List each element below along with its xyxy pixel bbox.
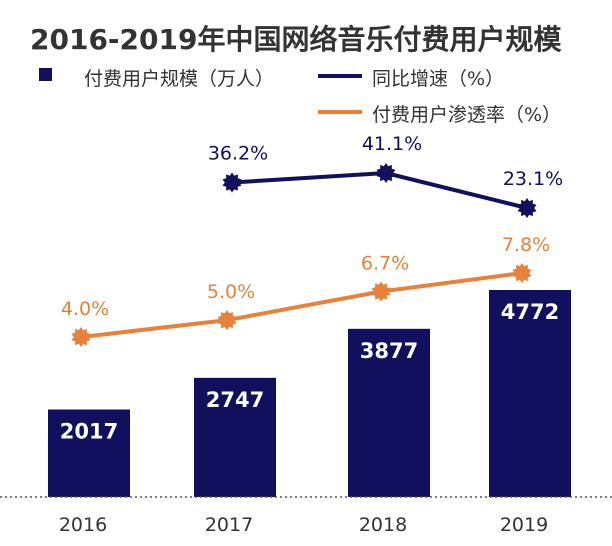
- x-tick-2016: 2016: [59, 514, 107, 536]
- growth-label-2018: 41.1%: [362, 133, 422, 155]
- growth-line: [231, 170, 528, 210]
- legend-growth-label: 同比增速（%）: [372, 68, 505, 90]
- line-series: 4.0% 5.0% 6.7% 7.8% 36.2% 41.1% 23.1%: [61, 133, 563, 347]
- bar-2017: [194, 377, 276, 497]
- x-tick-2017: 2017: [205, 514, 253, 536]
- x-axis-ticks: 2016 2017 2018 2019: [59, 514, 548, 536]
- bar-2018: [348, 328, 430, 497]
- penetration-point-2016: [71, 327, 91, 347]
- chart-title: 2016-2019年中国网络音乐付费用户规模: [30, 23, 562, 56]
- legend-bar-swatch: [39, 68, 52, 81]
- growth-label-2019: 23.1%: [503, 168, 563, 190]
- x-tick-2018: 2018: [359, 514, 407, 536]
- penetration-line: [80, 271, 523, 339]
- legend-marks: [39, 68, 362, 114]
- penetration-label-2018: 6.7%: [361, 253, 409, 275]
- legend-bar-label: 付费用户规模（万人）: [84, 68, 275, 90]
- bar-label-2016: 2017: [60, 420, 118, 444]
- legend-penetration-label: 付费用户渗透率（%）: [372, 104, 562, 126]
- growth-label-2017: 36.2%: [208, 143, 268, 165]
- growth-point-2017: [222, 172, 242, 193]
- bar-2019: [489, 290, 571, 497]
- bar-label-2019: 4772: [501, 300, 559, 324]
- penetration-label-2019: 7.8%: [502, 234, 550, 256]
- penetration-label-2017: 5.0%: [207, 281, 255, 303]
- bar-label-2017: 2747: [206, 388, 264, 412]
- penetration-label-2016: 4.0%: [61, 298, 109, 320]
- penetration-point-2018: [371, 281, 391, 302]
- x-tick-2019: 2019: [500, 514, 548, 536]
- growth-point-2018: [376, 163, 396, 183]
- bar-2016: [48, 409, 130, 497]
- penetration-point-2017: [217, 310, 237, 331]
- bar-label-2018: 3877: [360, 339, 418, 363]
- bar-series: 2017 2747 3877 4772: [48, 290, 571, 497]
- penetration-point-2019: [512, 263, 532, 283]
- growth-point-2019: [517, 198, 537, 218]
